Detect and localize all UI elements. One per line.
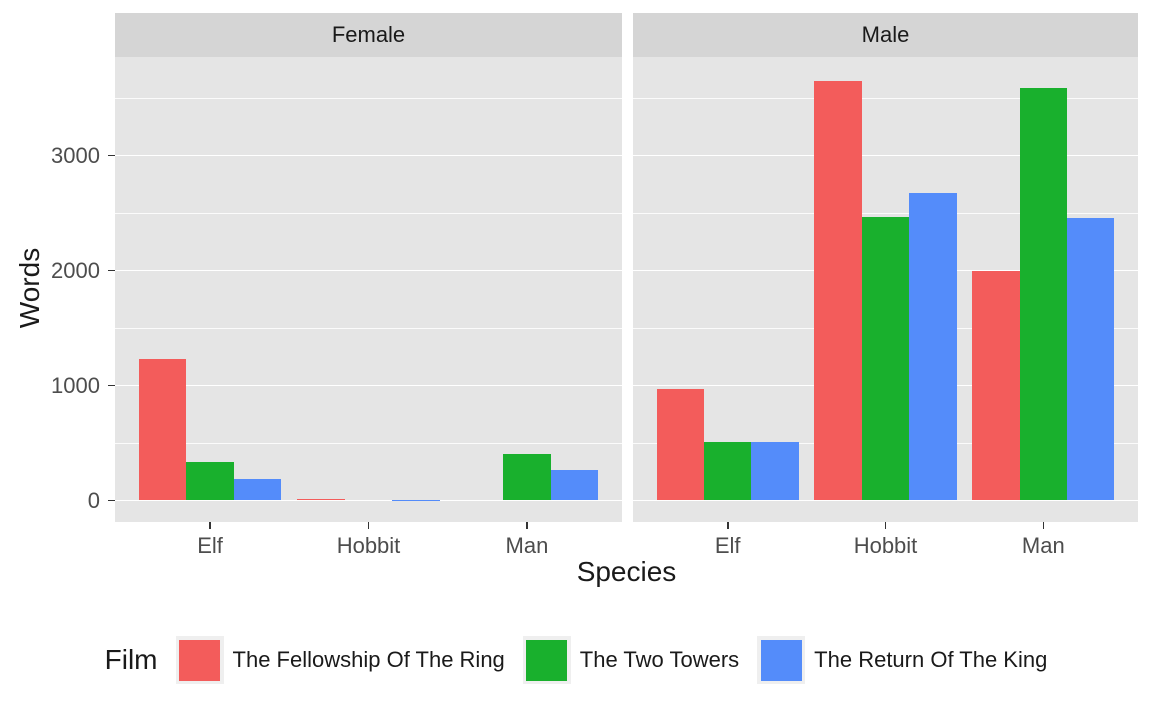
facet-strip-label: Male xyxy=(861,22,910,47)
legend-key xyxy=(757,636,806,684)
bar-male-hobbit-1 xyxy=(814,81,862,501)
x-tick-label: Man xyxy=(505,533,549,558)
y-tick-label: 2000 xyxy=(51,257,100,283)
x-tick-label: Elf xyxy=(714,533,741,558)
x-tick-mark xyxy=(526,522,528,529)
legend-title: Film xyxy=(104,644,158,675)
bar-female-hobbit-1 xyxy=(297,498,345,501)
x-tick-mark xyxy=(884,522,887,529)
gridline-major xyxy=(115,499,622,502)
y-tick-label: 1000 xyxy=(51,372,100,398)
bar-male-elf-2 xyxy=(704,441,752,501)
x-tick-mark xyxy=(1042,522,1045,529)
legend-swatch xyxy=(526,639,568,681)
x-axis-title: Species xyxy=(576,556,677,587)
legend-label: The Fellowship Of The Ring xyxy=(232,647,505,672)
gridline-major xyxy=(115,384,622,387)
panel-male xyxy=(633,57,1138,522)
bar-male-elf-3 xyxy=(751,441,799,501)
y-tick-label: 3000 xyxy=(51,142,100,168)
x-tick-mark xyxy=(367,522,370,529)
legend-label: The Return Of The King xyxy=(814,647,1048,672)
y-tick-label: 0 xyxy=(87,487,100,513)
facet-strip-label: Female xyxy=(331,22,406,47)
x-tick-label: Elf xyxy=(197,533,223,558)
gridline-minor xyxy=(115,327,622,329)
legend-key xyxy=(175,636,224,684)
gridline-minor xyxy=(633,97,1138,99)
y-tick-mark xyxy=(108,499,115,502)
legend-item-2: The Two Towers xyxy=(522,636,740,684)
bar-female-elf-3 xyxy=(233,479,282,501)
bar-female-elf-2 xyxy=(186,462,234,501)
x-tick-label: Man xyxy=(1021,533,1065,558)
gridline-minor xyxy=(115,442,622,444)
gridline-major xyxy=(633,154,1138,157)
bar-male-elf-1 xyxy=(656,388,705,501)
facet-strip-female: Female xyxy=(115,13,622,57)
gridline-major xyxy=(115,154,622,157)
x-tick-mark xyxy=(726,522,729,529)
bar-male-man-3 xyxy=(1066,217,1115,501)
legend: Film The Fellowship Of The Ring The Two T… xyxy=(0,628,1152,692)
x-tick-label: Hobbit xyxy=(853,533,918,558)
gridline-minor xyxy=(115,212,622,214)
legend-key xyxy=(522,636,571,684)
gridline-major xyxy=(633,499,1138,502)
bar-male-hobbit-3 xyxy=(909,193,957,501)
x-tick-mark xyxy=(209,522,211,529)
y-tick-mark xyxy=(108,269,115,272)
bar-female-elf-1 xyxy=(138,359,187,501)
bar-female-man-2 xyxy=(503,454,551,501)
gridline-minor xyxy=(633,212,1138,214)
bar-male-hobbit-2 xyxy=(861,217,910,501)
bar-male-man-1 xyxy=(972,271,1020,501)
panel-female xyxy=(115,57,622,522)
legend-swatch xyxy=(179,639,221,681)
y-tick-mark xyxy=(108,384,115,387)
gridline-major xyxy=(115,269,622,272)
y-tick-mark xyxy=(108,154,115,157)
legend-swatch xyxy=(760,639,802,681)
legend-items: The Fellowship Of The Ring The Two Towers… xyxy=(175,636,1047,684)
facet-strip-male: Male xyxy=(633,13,1138,57)
legend-label: The Two Towers xyxy=(579,647,740,672)
bar-male-man-2 xyxy=(1019,87,1067,501)
legend-item-3: The Return Of The King xyxy=(757,636,1047,684)
gridline-minor xyxy=(115,97,622,99)
bar-female-man-3 xyxy=(550,469,599,501)
legend-item-1: The Fellowship Of The Ring xyxy=(175,636,505,684)
x-tick-label: Hobbit xyxy=(336,533,401,558)
